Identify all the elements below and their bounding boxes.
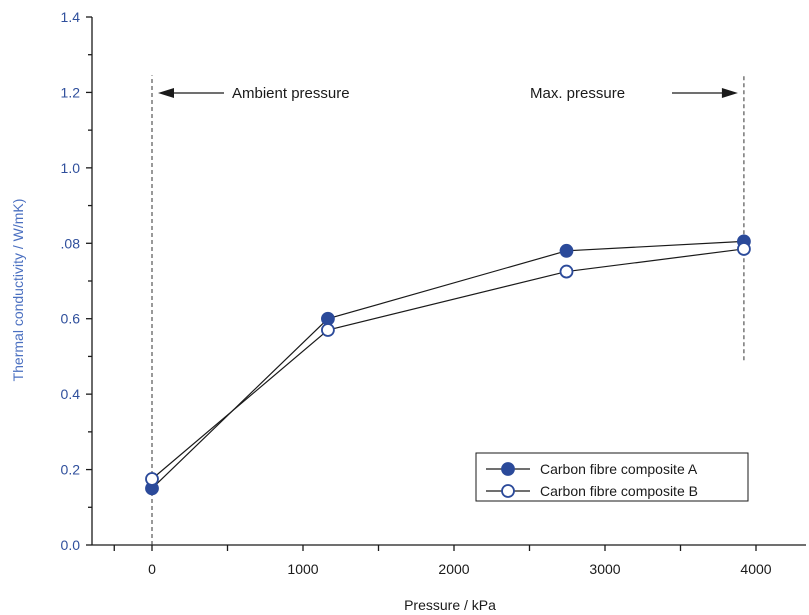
annotations: Ambient pressure Max. pressure bbox=[158, 85, 738, 102]
legend: Carbon fibre composite A Carbon fibre com… bbox=[475, 452, 749, 502]
point-series-b bbox=[737, 242, 751, 256]
y-tick-label: 0.0 bbox=[61, 537, 81, 553]
reference-lines bbox=[151, 75, 745, 545]
series-line bbox=[151, 248, 744, 480]
x-axis-label: Pressure / kPa bbox=[404, 597, 496, 613]
point-series-a bbox=[559, 243, 574, 258]
x-tick-label: 4000 bbox=[740, 561, 771, 577]
y-tick-label: 1.0 bbox=[61, 160, 81, 176]
max-arrow-head-icon bbox=[721, 88, 738, 98]
y-tick-label: 0.2 bbox=[61, 462, 81, 478]
annotation-ambient-pressure: Ambient pressure bbox=[232, 85, 350, 102]
x-tick-label: 0 bbox=[148, 561, 156, 577]
point-series-b bbox=[145, 472, 159, 486]
legend-box bbox=[475, 452, 749, 502]
annotation-max-pressure: Max. pressure bbox=[530, 85, 625, 102]
series-layer bbox=[145, 234, 751, 496]
y-tick-label: 1.4 bbox=[61, 9, 81, 25]
ambient-arrow-head-icon bbox=[158, 88, 174, 98]
ticks: 0.0 0.2 0.4 0.6 .08 1.0 1.2 1.4 0 1000 2000 3000 400… bbox=[61, 9, 772, 577]
legend-marker-open-icon bbox=[501, 484, 515, 498]
point-series-b bbox=[321, 323, 335, 337]
y-tick-label: 0.4 bbox=[61, 386, 81, 402]
x-tick-label: 2000 bbox=[438, 561, 469, 577]
legend-marker-filled-icon bbox=[501, 462, 515, 476]
point-series-a bbox=[321, 311, 335, 326]
x-tick-label: 1000 bbox=[287, 561, 318, 577]
y-tick-label: .08 bbox=[61, 235, 81, 251]
y-tick-label: 0.6 bbox=[61, 311, 81, 327]
point-series-b bbox=[559, 264, 574, 279]
y-tick-label: 1.2 bbox=[61, 84, 81, 100]
series-line bbox=[151, 240, 744, 489]
y-axis-label: Thermal conductivity / W/mK) bbox=[10, 199, 26, 382]
x-tick-label: 3000 bbox=[589, 561, 620, 577]
legend-label: Carbon fibre composite B bbox=[540, 483, 698, 499]
legend-label: Carbon fibre composite A bbox=[540, 461, 698, 477]
